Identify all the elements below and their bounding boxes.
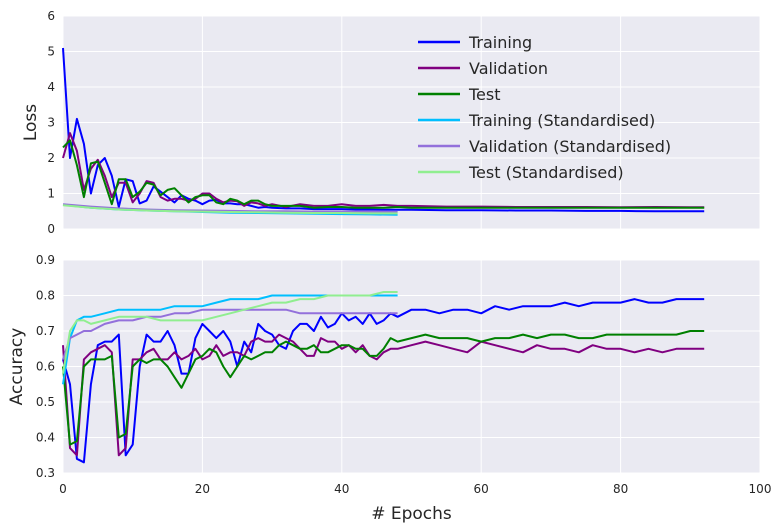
x-tick-label: 60 [474,482,489,496]
legend-label-validation: Validation [469,59,548,78]
loss-y-tick-label: 6 [47,9,55,23]
loss-line-test-standardised [62,204,398,215]
accuracy-line-validation-standardised [62,308,398,360]
legend-label-training-standardised: Training (Standardised) [468,111,655,130]
legend-label-test: Test [468,85,501,104]
accuracy-series [62,291,705,464]
loss-y-tick-label: 5 [47,45,55,59]
accuracy-line-test-standardised [62,291,398,374]
x-tick-label: 40 [334,482,349,496]
x-tick-label: 20 [195,482,210,496]
accuracy-y-tick-label: 0.8 [36,289,55,303]
loss-line-validation-standardised [62,203,398,213]
x-tick-label: 100 [749,482,772,496]
accuracy-y-tick-label: 0.4 [36,431,55,445]
accuracy-y-tick-label: 0.9 [36,253,55,267]
loss-y-tick-label: 0 [47,222,55,236]
accuracy-y-tick-label: 0.6 [36,360,55,374]
loss-y-tick-label: 3 [47,116,55,130]
accuracy-y-tick-label: 0.3 [36,466,55,480]
loss-y-tick-label: 2 [47,151,55,165]
accuracy-line-test [62,330,705,446]
accuracy-y-axis-label: Accuracy [7,328,27,406]
loss-y-tick-labels: 0 1 2 3 4 5 6 [47,9,55,236]
legend-label-training: Training [468,33,532,52]
accuracy-gridlines [62,259,761,474]
loss-line-validation [62,132,705,209]
x-tick-label: 80 [613,482,628,496]
accuracy-y-tick-label: 0.5 [36,395,55,409]
loss-y-tick-label: 4 [47,80,55,94]
x-tick-labels: 0 20 40 60 80 100 [59,482,771,496]
accuracy-line-validation [62,333,705,457]
x-axis-label: # Epochs [371,504,452,524]
accuracy-y-tick-labels: 0.3 0.4 0.5 0.6 0.7 0.8 0.9 [36,253,55,480]
x-tick-label: 0 [59,482,67,496]
loss-line-training [62,47,705,213]
legend-label-test-standardised: Test (Standardised) [468,163,624,182]
accuracy-line-training [62,298,705,464]
loss-y-tick-label: 1 [47,187,55,201]
loss-y-axis-label: Loss [21,104,41,141]
accuracy-y-tick-label: 0.7 [36,324,55,338]
accuracy-panel: 0.3 0.4 0.5 0.6 0.7 0.8 0.9 Accuracy [7,253,761,480]
legend: Training Validation Test Training (Standard… [418,33,671,182]
legend-label-validation-standardised: Validation (Standardised) [469,137,671,156]
loss-series [62,47,705,216]
loss-line-test [62,139,705,209]
